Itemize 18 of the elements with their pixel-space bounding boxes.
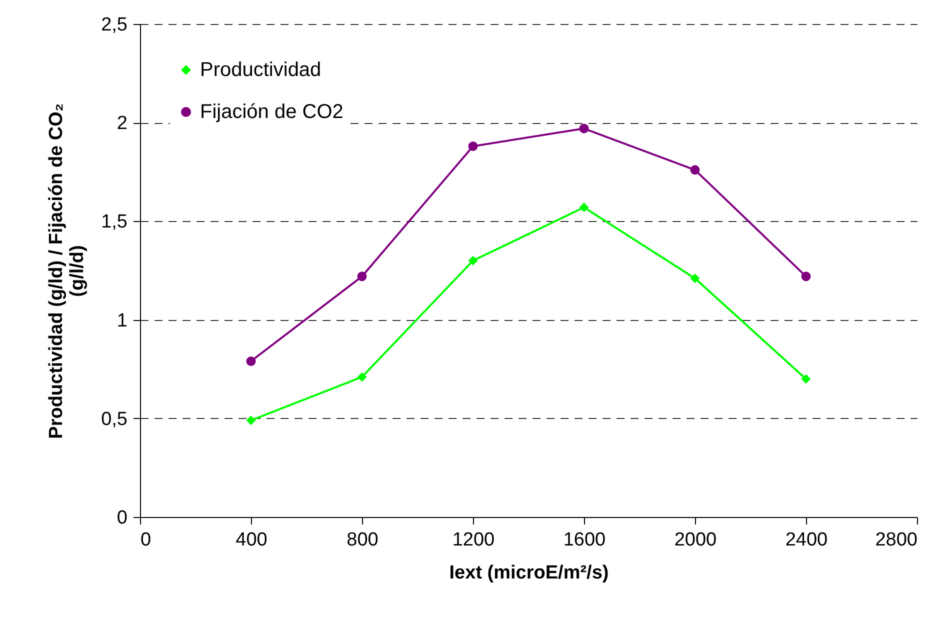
y-tick-label: 1 [116, 310, 128, 332]
y-tick-label: 1,5 [101, 212, 128, 233]
x-tick-label: 0 [140, 530, 152, 550]
y-tick-label: 2,5 [101, 14, 128, 36]
x-tick-label: 2400 [785, 530, 828, 550]
x-tick-label: 1600 [563, 530, 606, 550]
x-tick-label: 400 [236, 530, 268, 550]
x-tick-label: 2000 [674, 530, 717, 550]
x-tick-label: 1200 [452, 530, 495, 550]
y-tick-label: 0,5 [101, 408, 128, 430]
x-axis-title: Iext (microE/m²/s) [449, 562, 609, 584]
y-tick-label: 2 [116, 113, 128, 134]
y-axis-title: Productividad (g/ld) / Fijación de CO₂ (g/l/d) [46, 103, 88, 439]
x-tick-label: 800 [346, 530, 378, 550]
legend-label: Fijación de CO2 [200, 101, 344, 123]
y-tick-label: 0 [116, 508, 128, 528]
x-tick-label: 2800 [875, 530, 918, 550]
legend-label: Productividad [200, 59, 322, 81]
